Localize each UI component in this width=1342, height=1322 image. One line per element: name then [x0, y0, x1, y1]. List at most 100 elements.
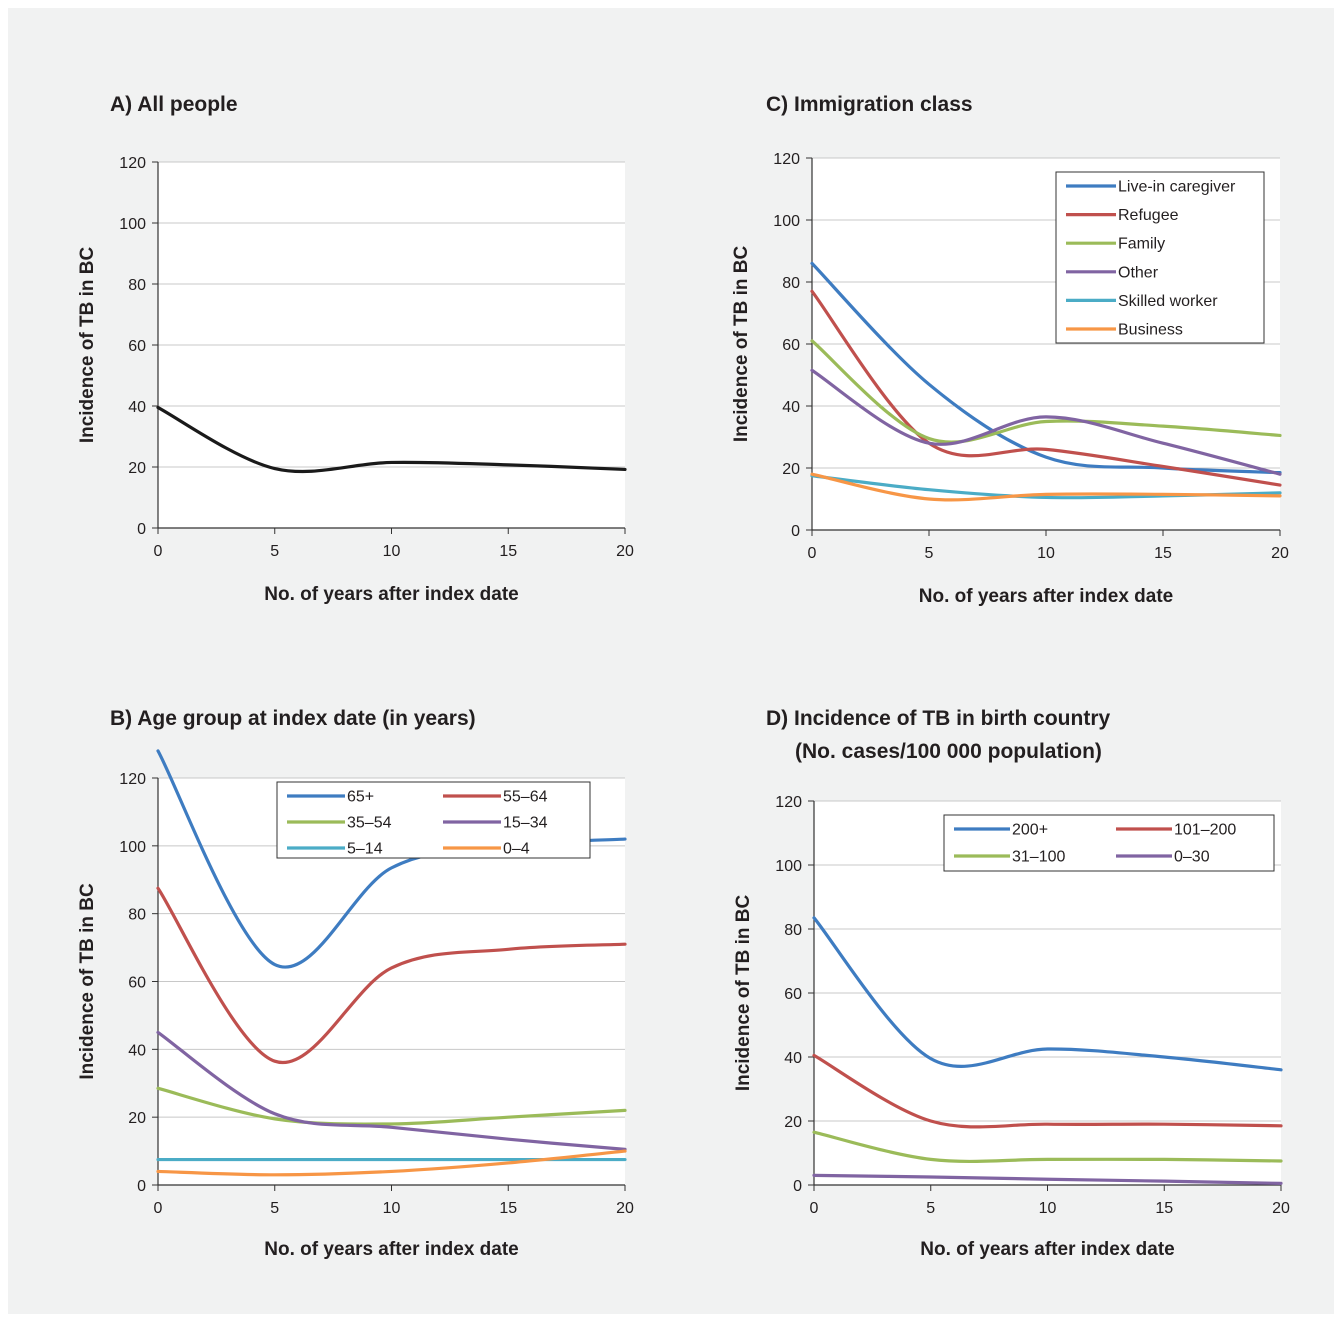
y-tick-label: 60	[782, 337, 800, 354]
x-tick-label: 0	[810, 1200, 819, 1217]
x-tick-label: 20	[1271, 545, 1289, 562]
series-line-15-34	[156, 1030, 627, 1151]
legend: Live-in caregiver Refugee Family Other Skill…	[1055, 171, 1265, 344]
chart-title: A) All people	[110, 93, 238, 116]
legend-label: 200+	[1012, 822, 1048, 839]
legend-label: 101–200	[1174, 822, 1236, 839]
x-tick-label: 5	[270, 1200, 279, 1217]
series-line-refugee	[810, 289, 1282, 487]
y-tick-label: 120	[773, 151, 800, 168]
y-tick-label: 80	[782, 275, 800, 292]
legend-label: 5–14	[347, 841, 383, 858]
legend-label: 15–34	[503, 815, 548, 832]
legend-label: Live-in caregiver	[1118, 179, 1236, 196]
x-tick-label: 15	[499, 543, 517, 560]
y-tick-label: 60	[128, 338, 146, 355]
y-axis-label: Incidence of TB in BC	[77, 247, 98, 444]
y-axis-label: Incidence of TB in BC	[733, 895, 754, 1092]
chart-panel-d: 0 20 40 60 80 100 120 0 5 10 15 20 200+ 101–200 31–100…	[733, 707, 1290, 1260]
y-tick-label: 100	[119, 839, 146, 856]
x-tick-label: 20	[616, 1200, 634, 1217]
x-tick-label: 0	[154, 543, 163, 560]
chart-title: C) Immigration class	[766, 93, 973, 116]
legend-label: 65+	[347, 789, 374, 806]
y-tick-label: 80	[128, 907, 146, 924]
legend-box	[943, 814, 1275, 872]
series-line-101-200	[812, 1053, 1283, 1129]
x-tick-label: 5	[926, 1200, 935, 1217]
y-tick-label: 80	[128, 277, 146, 294]
series-line-200-	[812, 916, 1283, 1072]
y-tick-label: 20	[782, 461, 800, 478]
x-tick-label: 10	[383, 1200, 401, 1217]
legend-label: Other	[1118, 264, 1159, 281]
legend-label: Family	[1118, 236, 1165, 253]
chart-title: B) Age group at index date (in years)	[110, 707, 476, 730]
series-line-family	[810, 339, 1282, 444]
series-line-live-in-caregiver	[810, 261, 1282, 475]
x-axis-label: No. of years after index date	[264, 1239, 518, 1260]
legend-box	[1055, 171, 1265, 344]
legend-label: 31–100	[1012, 849, 1065, 866]
legend-label: 55–64	[503, 789, 548, 806]
y-tick-label: 40	[782, 399, 800, 416]
y-tick-label: 20	[784, 1114, 802, 1131]
series-line-31-100	[812, 1130, 1283, 1164]
y-tick-label: 20	[128, 1110, 146, 1127]
x-tick-label: 5	[270, 543, 279, 560]
x-tick-label: 20	[1272, 1200, 1290, 1217]
y-axis-label: Incidence of TB in BC	[77, 883, 98, 1080]
y-tick-label: 20	[128, 460, 146, 477]
y-tick-label: 60	[128, 975, 146, 992]
legend-label: Refugee	[1118, 207, 1179, 224]
legend-label: 35–54	[347, 815, 392, 832]
chart-panel-b: 0 20 40 60 80 100 120 0 5 10 15 20 65+ 55–64 35–54 15–3…	[77, 707, 634, 1260]
chart-title: D) Incidence of TB in birth country	[766, 707, 1110, 730]
series-line-0-30	[812, 1173, 1283, 1185]
x-tick-label: 10	[1037, 545, 1055, 562]
legend-label: 0–4	[503, 841, 530, 858]
x-tick-label: 15	[1154, 545, 1172, 562]
chart-panel-a: 0 20 40 60 80 100 120 0 5 10 15 20 A) All people No. …	[77, 93, 634, 605]
legend: 65+ 55–64 35–54 15–34 5–14 0–4	[276, 781, 591, 859]
legend: 200+ 101–200 31–100 0–30	[943, 814, 1275, 872]
y-tick-label: 100	[775, 858, 802, 875]
series-line-35-54	[156, 1086, 627, 1126]
y-tick-label: 0	[137, 1178, 146, 1195]
series-line-0	[156, 405, 627, 474]
y-tick-label: 40	[128, 399, 146, 416]
legend-label: Business	[1118, 322, 1183, 339]
x-axis-label: No. of years after index date	[264, 584, 518, 605]
y-tick-label: 0	[791, 523, 800, 540]
y-tick-label: 120	[119, 771, 146, 788]
y-tick-label: 40	[784, 1050, 802, 1067]
x-tick-label: 20	[616, 543, 634, 560]
y-tick-label: 120	[775, 794, 802, 811]
x-tick-label: 5	[925, 545, 934, 562]
x-tick-label: 15	[1155, 1200, 1173, 1217]
y-tick-label: 120	[119, 155, 146, 172]
chart-panel-c: 0 20 40 60 80 100 120 0 5 10 15 20 Live-in caregiver…	[731, 93, 1289, 607]
x-tick-label: 10	[1039, 1200, 1057, 1217]
series-line-other	[810, 368, 1282, 476]
y-axis-label: Incidence of TB in BC	[731, 246, 752, 443]
x-axis-label: No. of years after index date	[919, 586, 1173, 607]
legend-label: 0–30	[1174, 849, 1210, 866]
x-tick-label: 15	[499, 1200, 517, 1217]
y-tick-label: 100	[773, 213, 800, 230]
chart-subtitle: (No. cases/100 000 population)	[795, 740, 1102, 763]
y-tick-label: 100	[119, 216, 146, 233]
y-tick-label: 80	[784, 922, 802, 939]
x-tick-label: 10	[383, 543, 401, 560]
y-tick-label: 0	[793, 1178, 802, 1195]
y-tick-label: 40	[128, 1042, 146, 1059]
series-line-55-64	[156, 886, 627, 1065]
series-line-business	[810, 472, 1282, 502]
series-line-0-4	[156, 1149, 627, 1177]
y-tick-label: 0	[137, 521, 146, 538]
y-tick-label: 60	[784, 986, 802, 1003]
x-tick-label: 0	[154, 1200, 163, 1217]
legend-label: Skilled worker	[1118, 293, 1218, 310]
x-tick-label: 0	[808, 545, 817, 562]
